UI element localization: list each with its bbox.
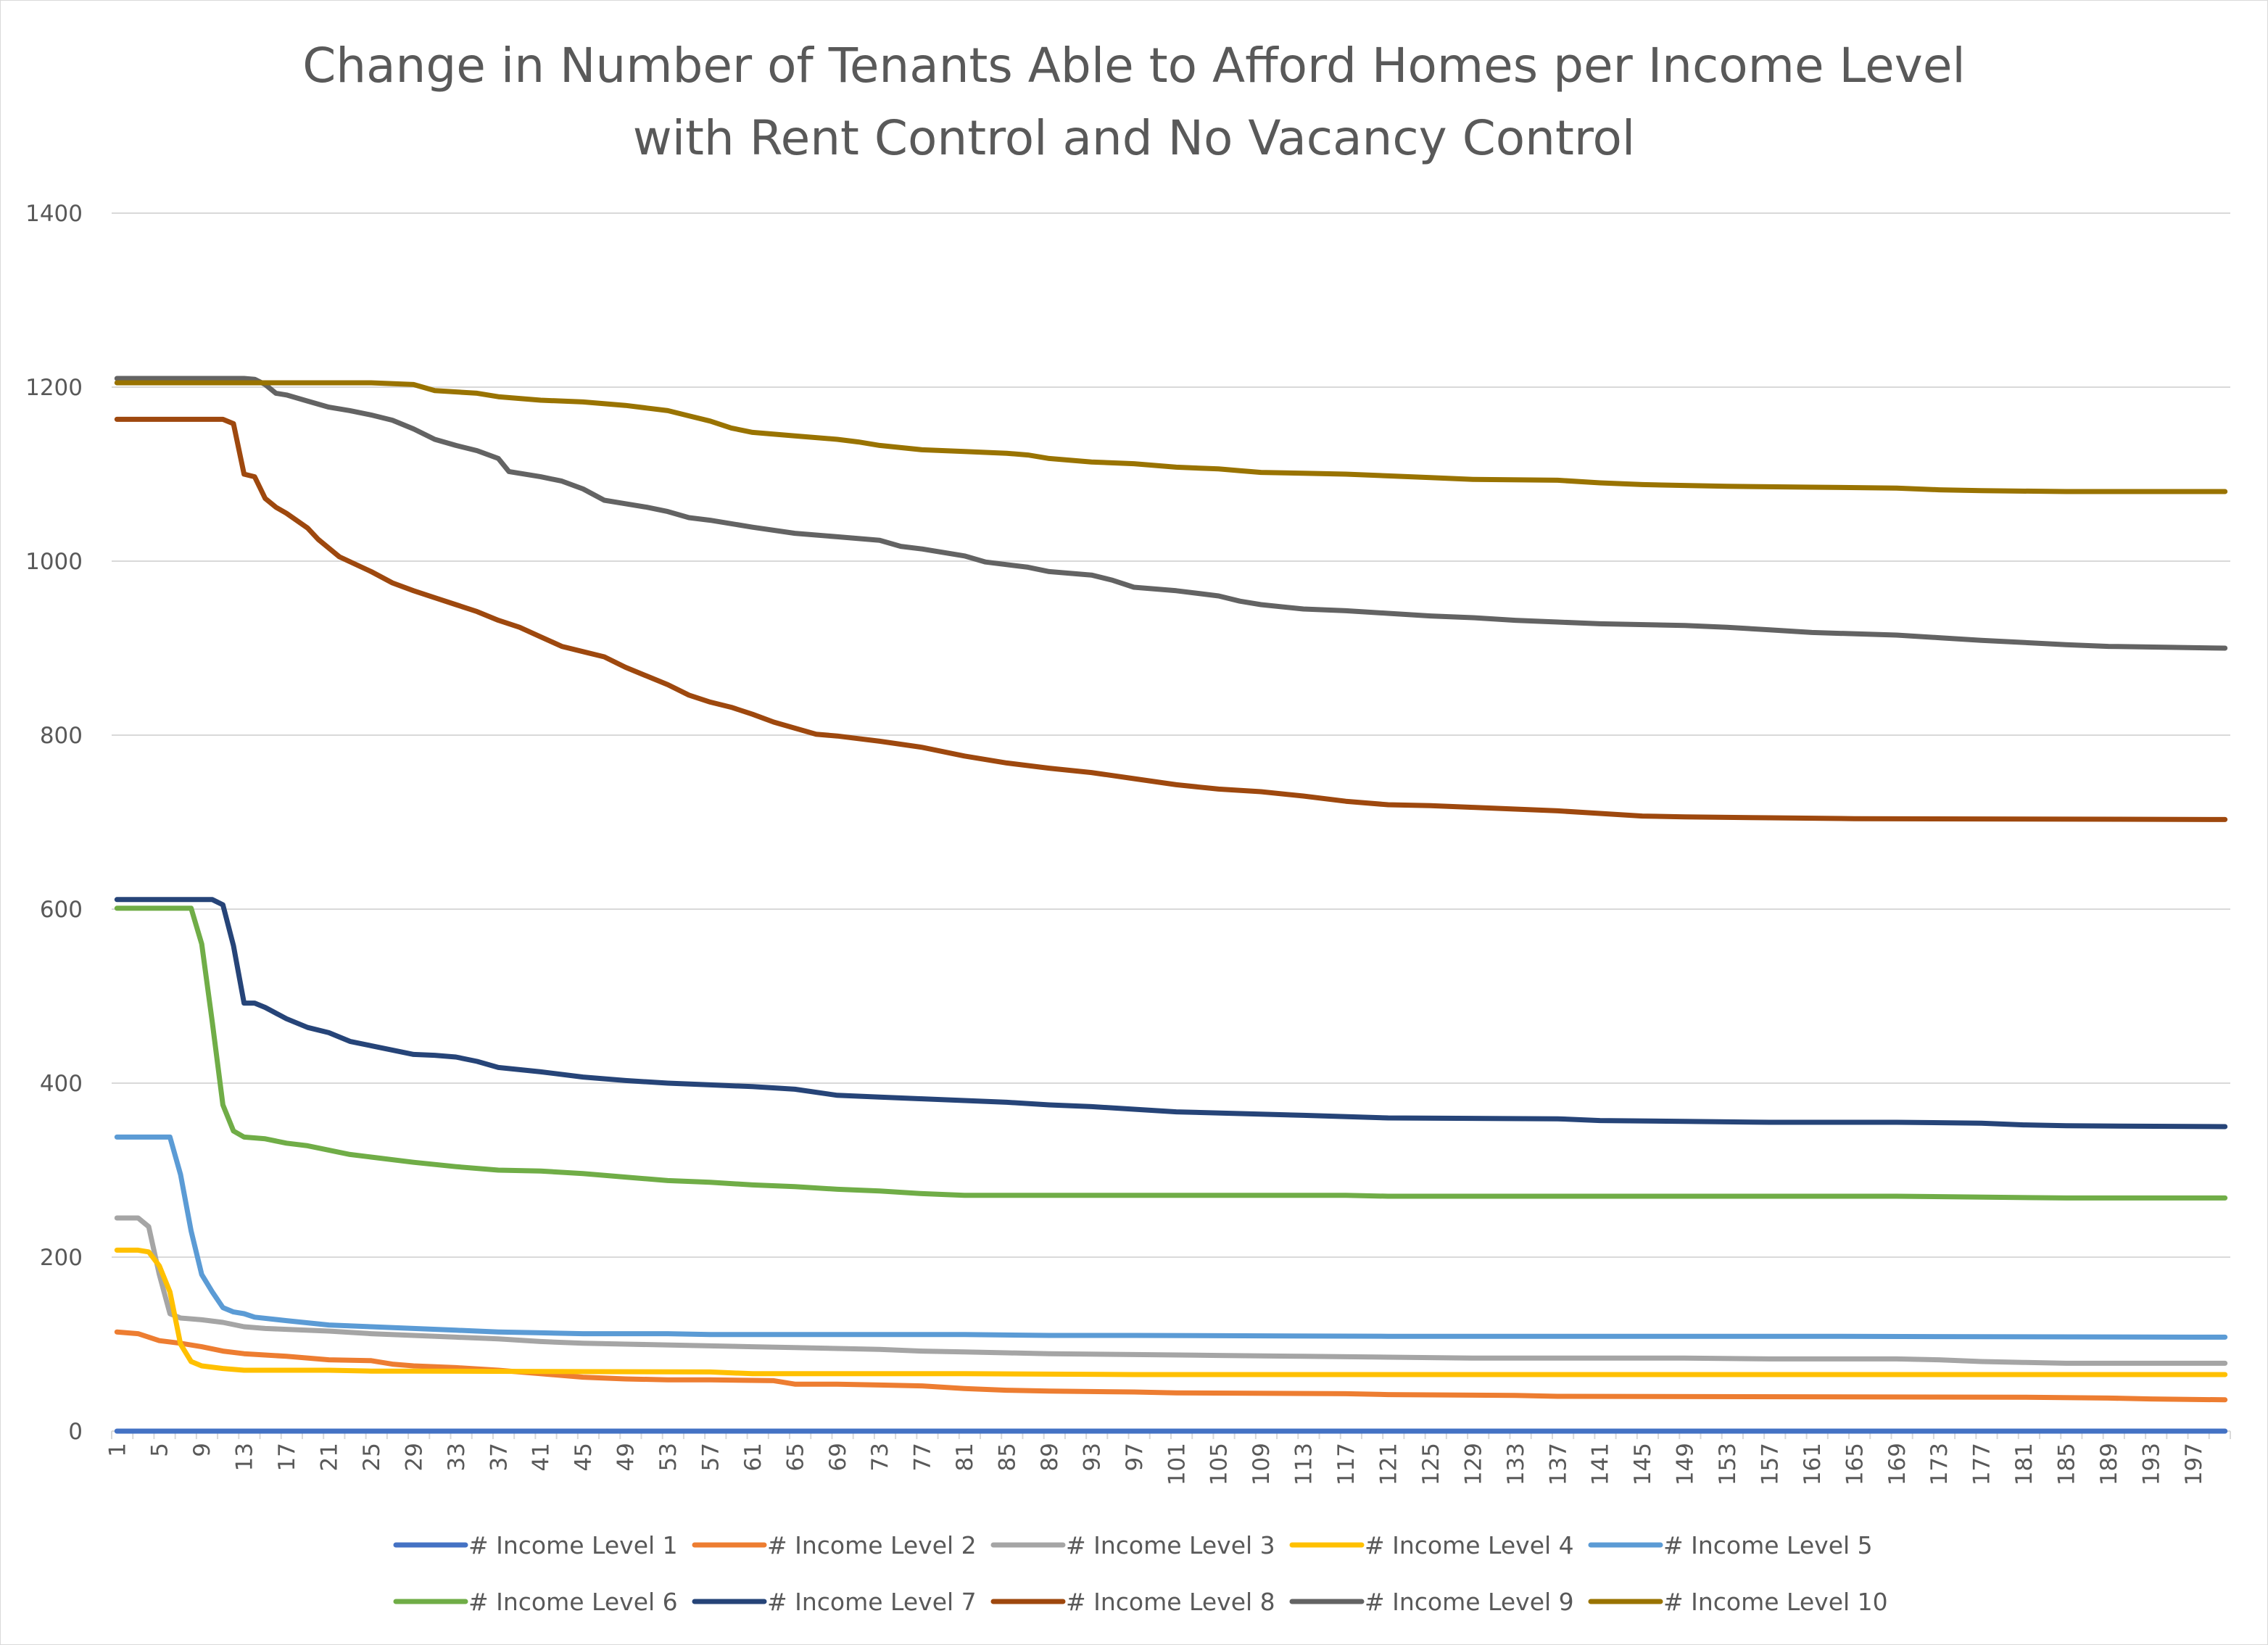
y-tick-label: 1200 bbox=[25, 375, 83, 401]
x-tick-label: 113 bbox=[1291, 1443, 1317, 1486]
x-tick-label: 9 bbox=[189, 1443, 215, 1457]
legend: # Income Level 1 # Income Level 2 # Income… bbox=[393, 1531, 1888, 1616]
x-tick-label: 197 bbox=[2181, 1443, 2207, 1486]
x-tick-label: 69 bbox=[825, 1443, 851, 1471]
x-tick-label: 169 bbox=[1884, 1443, 1911, 1486]
x-tick-label: 37 bbox=[486, 1443, 512, 1471]
legend-item-income-level-1[interactable]: # Income Level 1 bbox=[393, 1531, 678, 1559]
legend-item-income-level-7[interactable]: # Income Level 7 bbox=[692, 1588, 977, 1616]
x-tick-label: 193 bbox=[2138, 1443, 2164, 1486]
y-tick-label: 400 bbox=[40, 1071, 83, 1097]
x-tick-label: 161 bbox=[1800, 1443, 1826, 1486]
x-tick-label: 17 bbox=[274, 1443, 300, 1471]
x-tick-label: 49 bbox=[613, 1443, 640, 1471]
x-tick-label: 185 bbox=[2054, 1443, 2080, 1486]
x-tick-label: 181 bbox=[2011, 1443, 2037, 1486]
x-tick-label: 89 bbox=[1037, 1443, 1063, 1471]
x-tick-label: 133 bbox=[1503, 1443, 1529, 1486]
x-tick-label: 85 bbox=[995, 1443, 1021, 1471]
y-axis: 0 200 400 600 800 1000 1200 1400 bbox=[25, 201, 83, 1445]
legend-item-income-level-3[interactable]: # Income Level 3 bbox=[990, 1531, 1275, 1559]
x-tick-label: 25 bbox=[359, 1443, 385, 1471]
x-tick-label: 101 bbox=[1164, 1443, 1190, 1486]
x-tick-label: 29 bbox=[401, 1443, 427, 1471]
series-line-income-level-5 bbox=[114, 1134, 2228, 1340]
chart-title-line-1: Change in Number of Tenants Able to Affo… bbox=[302, 38, 1966, 94]
x-tick-label: 141 bbox=[1588, 1443, 1614, 1486]
x-tick-label: 45 bbox=[571, 1443, 597, 1471]
legend-label: # Income Level 4 bbox=[1365, 1531, 1574, 1559]
series-line-income-level-9 bbox=[114, 376, 2228, 651]
x-tick-label: 109 bbox=[1249, 1443, 1275, 1486]
legend-label: # Income Level 8 bbox=[1066, 1588, 1275, 1616]
series-line-income-level-4 bbox=[114, 1247, 2228, 1377]
y-tick-label: 200 bbox=[40, 1245, 83, 1271]
series-line-income-level-7 bbox=[114, 897, 2228, 1130]
y-tick-label: 1400 bbox=[25, 201, 83, 227]
x-tick-label: 189 bbox=[2096, 1443, 2122, 1486]
series-line-income-level-2 bbox=[114, 1329, 2228, 1403]
x-tick-label: 81 bbox=[952, 1443, 978, 1471]
x-tick-label: 145 bbox=[1630, 1443, 1656, 1486]
x-tick-label: 73 bbox=[867, 1443, 893, 1471]
legend-item-income-level-9[interactable]: # Income Level 9 bbox=[1289, 1588, 1574, 1616]
x-tick-label: 117 bbox=[1333, 1443, 1359, 1486]
legend-item-income-level-4[interactable]: # Income Level 4 bbox=[1289, 1531, 1574, 1559]
x-tick-label: 57 bbox=[698, 1443, 724, 1471]
x-tick-label: 157 bbox=[1757, 1443, 1783, 1486]
legend-label: # Income Level 3 bbox=[1066, 1531, 1275, 1559]
x-tick-label: 77 bbox=[910, 1443, 936, 1471]
legend-item-income-level-6[interactable]: # Income Level 6 bbox=[393, 1588, 678, 1616]
x-tick-label: 65 bbox=[782, 1443, 808, 1471]
y-tick-label: 1000 bbox=[25, 549, 83, 575]
legend-item-income-level-5[interactable]: # Income Level 5 bbox=[1588, 1531, 1873, 1559]
series-line-income-level-8 bbox=[114, 416, 2228, 822]
series-line-income-level-3 bbox=[114, 1215, 2228, 1366]
x-tick-label: 125 bbox=[1418, 1443, 1444, 1486]
y-tick-label: 600 bbox=[40, 897, 83, 923]
x-tick-label: 41 bbox=[529, 1443, 555, 1471]
y-tick-label: 0 bbox=[68, 1419, 83, 1445]
legend-label: # Income Level 6 bbox=[468, 1588, 678, 1616]
legend-item-income-level-8[interactable]: # Income Level 8 bbox=[990, 1588, 1275, 1616]
chart-title: Change in Number of Tenants Able to Affo… bbox=[302, 38, 1966, 166]
x-tick-label: 5 bbox=[147, 1443, 173, 1457]
series-lines bbox=[114, 376, 2228, 1434]
chart-title-line-2: with Rent Control and No Vacancy Control bbox=[633, 110, 1636, 166]
x-tick-label: 97 bbox=[1122, 1443, 1148, 1471]
legend-label: # Income Level 7 bbox=[767, 1588, 977, 1616]
x-tick-label: 33 bbox=[444, 1443, 470, 1471]
legend-label: # Income Level 5 bbox=[1663, 1531, 1873, 1559]
series-line-income-level-6 bbox=[114, 906, 2228, 1201]
x-tick-label: 165 bbox=[1842, 1443, 1868, 1486]
legend-item-income-level-2[interactable]: # Income Level 2 bbox=[692, 1531, 977, 1559]
x-tick-label: 53 bbox=[655, 1443, 682, 1471]
gridlines bbox=[112, 212, 2230, 1432]
x-tick-label: 105 bbox=[1207, 1443, 1233, 1486]
x-tick-label: 1 bbox=[104, 1443, 131, 1457]
x-tick-label: 137 bbox=[1545, 1443, 1571, 1486]
x-tick-label: 177 bbox=[1969, 1443, 1995, 1486]
x-tick-label: 21 bbox=[317, 1443, 343, 1471]
x-tick-label: 149 bbox=[1673, 1443, 1699, 1486]
y-tick-label: 800 bbox=[40, 723, 83, 749]
legend-label: # Income Level 10 bbox=[1663, 1588, 1888, 1616]
x-tick-label: 129 bbox=[1460, 1443, 1486, 1486]
x-axis: 1 5 9 13 17 21 25 29 33 37 41 45 49 53 57 61 65 69 73 77 81 8… bbox=[104, 1430, 2231, 1486]
x-tick-label: 13 bbox=[232, 1443, 258, 1471]
legend-label: # Income Level 9 bbox=[1365, 1588, 1574, 1616]
x-tick-label: 61 bbox=[740, 1443, 766, 1471]
x-tick-label: 153 bbox=[1715, 1443, 1741, 1486]
x-tick-label: 121 bbox=[1376, 1443, 1402, 1486]
x-tick-label: 93 bbox=[1079, 1443, 1105, 1471]
legend-item-income-level-10[interactable]: # Income Level 10 bbox=[1588, 1588, 1888, 1616]
series-line-income-level-10 bbox=[114, 380, 2228, 494]
x-tick-label: 173 bbox=[1926, 1443, 1953, 1486]
legend-label: # Income Level 2 bbox=[767, 1531, 977, 1559]
legend-label: # Income Level 1 bbox=[468, 1531, 678, 1559]
